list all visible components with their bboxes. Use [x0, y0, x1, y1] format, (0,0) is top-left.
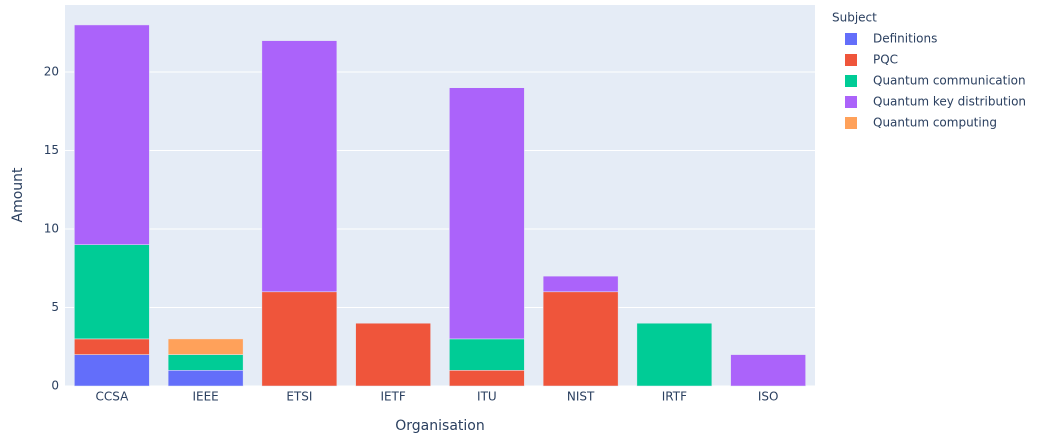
- x-tick-label: IETF: [380, 390, 405, 404]
- y-tick-label: 0: [51, 379, 59, 393]
- x-tick-label: ETSI: [286, 390, 312, 404]
- x-tick-label: ITU: [477, 390, 497, 404]
- y-axis-title: Amount: [10, 167, 26, 223]
- legend-label: Quantum computing: [873, 116, 997, 130]
- x-tick-label: NIST: [567, 390, 595, 404]
- bar-segment: [167, 354, 244, 371]
- x-axis-title: Organisation: [395, 418, 484, 434]
- bar-segment: [542, 275, 619, 293]
- legend-label: Quantum key distribution: [873, 95, 1026, 109]
- legend-title: Subject: [832, 11, 877, 25]
- legend-swatch: [845, 117, 857, 129]
- bar-segment: [74, 338, 150, 355]
- bar-segment: [449, 370, 525, 387]
- bar-segment: [74, 24, 150, 245]
- y-tick-label: 20: [44, 65, 59, 79]
- y-tick-label: 5: [51, 300, 59, 314]
- legend-label: PQC: [873, 53, 898, 67]
- bar-segment: [167, 338, 244, 355]
- y-tick-label: 10: [44, 222, 59, 236]
- legend-swatch: [845, 75, 857, 87]
- x-tick-label: CCSA: [95, 390, 129, 404]
- x-tick-label: IEEE: [192, 390, 218, 404]
- legend-label: Definitions: [873, 32, 937, 46]
- bar-segment: [167, 370, 244, 387]
- x-tick-label: IRTF: [662, 390, 687, 404]
- bar-segment: [261, 40, 338, 293]
- bar-segment: [355, 322, 431, 387]
- bar-segment: [74, 244, 150, 340]
- legend-swatch: [845, 33, 857, 45]
- plot-area: [65, 5, 815, 386]
- legend-label: Quantum communication: [873, 74, 1026, 88]
- legend-swatch: [845, 96, 857, 108]
- bar-segment: [542, 291, 619, 387]
- bar-segment: [449, 338, 525, 371]
- bar-segment: [74, 354, 150, 387]
- y-tick-label: 15: [44, 143, 59, 157]
- bar-segment: [636, 322, 713, 387]
- bar-segment: [730, 354, 806, 387]
- x-tick-label: ISO: [758, 390, 779, 404]
- bar-segment: [449, 87, 525, 340]
- bar-segment: [261, 291, 338, 387]
- legend-swatch: [845, 54, 857, 66]
